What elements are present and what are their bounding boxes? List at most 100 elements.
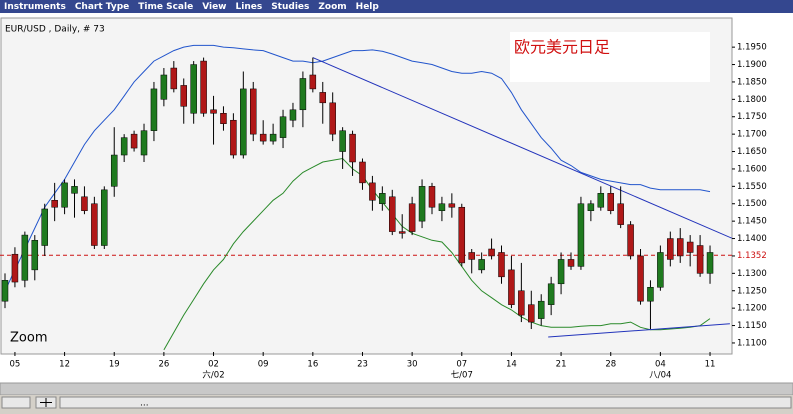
candle-body [547,283,555,305]
x-tick-label: 02 [208,360,219,370]
candle-body [528,304,535,323]
chart-title: EUR/USD , Daily, # 73 [5,25,105,35]
candle-body [408,203,416,232]
scrollbar[interactable] [0,382,793,396]
month-label: 八/04 [649,371,671,381]
y-tick-label: 1.1550 [737,182,767,192]
candle-body [696,245,704,274]
candle-body [299,78,307,111]
y-tick-label: 1.1450 [737,217,767,227]
candle-body [220,113,227,124]
status-text: ... [140,399,149,409]
y-tick-label: 1.1300 [737,269,767,279]
candle-body [349,133,356,163]
candle-body [200,60,207,114]
candle-body [627,224,634,257]
menu-item[interactable]: Time Scale [138,2,193,12]
band-line [4,44,711,292]
candle-body [379,193,386,204]
candle-body [577,203,585,267]
candle-body [448,203,456,208]
plot [0,44,732,351]
candle-body [71,186,78,194]
y-tick-label: 1.1250 [737,286,767,296]
menu-item[interactable]: View [202,2,226,12]
x-tick-label: 21 [556,360,567,370]
x-tick-label: 12 [59,360,70,370]
band-line [163,157,711,351]
candle-body [289,109,297,121]
candle-body [647,287,654,302]
candle-body [667,238,674,260]
y-tick-label: 1.1650 [737,147,767,157]
x-tick-label: 28 [605,360,616,370]
menu-item[interactable]: Chart Type [75,2,129,12]
zoom-label: Zoom [10,331,47,346]
month-label: 七/07 [451,371,473,381]
trend-line [548,323,730,338]
candle-body [91,203,98,246]
menu-item[interactable]: Zoom [318,2,346,12]
y-tick-label: 1.1750 [737,112,767,122]
x-tick-label: 23 [357,360,368,370]
candle-body [240,88,247,156]
candle-body [706,252,714,274]
candle-body [329,102,336,135]
menu-item[interactable]: Instruments [4,2,66,12]
candle-body [150,88,158,131]
candle-body [438,203,446,211]
candle-body [170,67,178,90]
candle-body [398,231,406,234]
x-tick-label: 16 [307,360,318,370]
y-tick-label: 1.1700 [737,130,767,140]
candle-body [369,182,376,201]
candle-body [259,133,267,142]
candle-body [309,74,317,90]
y-tick-label: 1.1850 [737,77,767,87]
candle-body [359,161,366,184]
candle-body [130,133,138,149]
menu-bar [0,0,793,13]
candle-body [230,119,237,156]
candle-body [498,252,505,278]
candle-body [339,130,346,152]
y-tick-label: 1.1400 [737,234,767,244]
candle-body [279,116,287,138]
candle-body [51,200,58,208]
candle-body [428,186,436,208]
x-tick-label: 14 [506,360,517,370]
x-tick-label: 11 [705,360,716,370]
axis: 1.11001.11501.12001.12501.13001.13501.14… [10,43,775,381]
candle-body [81,196,88,211]
candle-body [110,154,118,187]
candle-body [61,182,68,208]
y-tick-label: 1.1200 [737,304,767,314]
menu-item[interactable]: Lines [236,2,263,12]
x-tick-label: 07 [456,360,467,370]
status-field [59,396,792,409]
candle-body [120,137,128,156]
candle-body [31,240,39,271]
candle-body [41,208,48,246]
x-tick-label: 30 [407,360,418,370]
candle-body [190,64,197,114]
candle-body [160,74,168,100]
candle-body [488,248,495,257]
candle-body [676,238,684,257]
status-box [1,396,31,409]
candle-body [21,234,29,281]
candle-body [11,253,19,283]
candle-body [319,92,327,104]
menu-item[interactable]: Help [356,2,380,12]
candle-body [597,193,605,208]
candle-body [250,88,257,135]
candle-body [101,189,108,246]
menu-item[interactable]: Studies [271,2,309,12]
candle-body [418,186,426,222]
y-tick-label: 1.1950 [737,43,767,53]
candle-body [557,259,565,285]
candle-body [1,280,9,302]
candle-body [607,193,614,211]
